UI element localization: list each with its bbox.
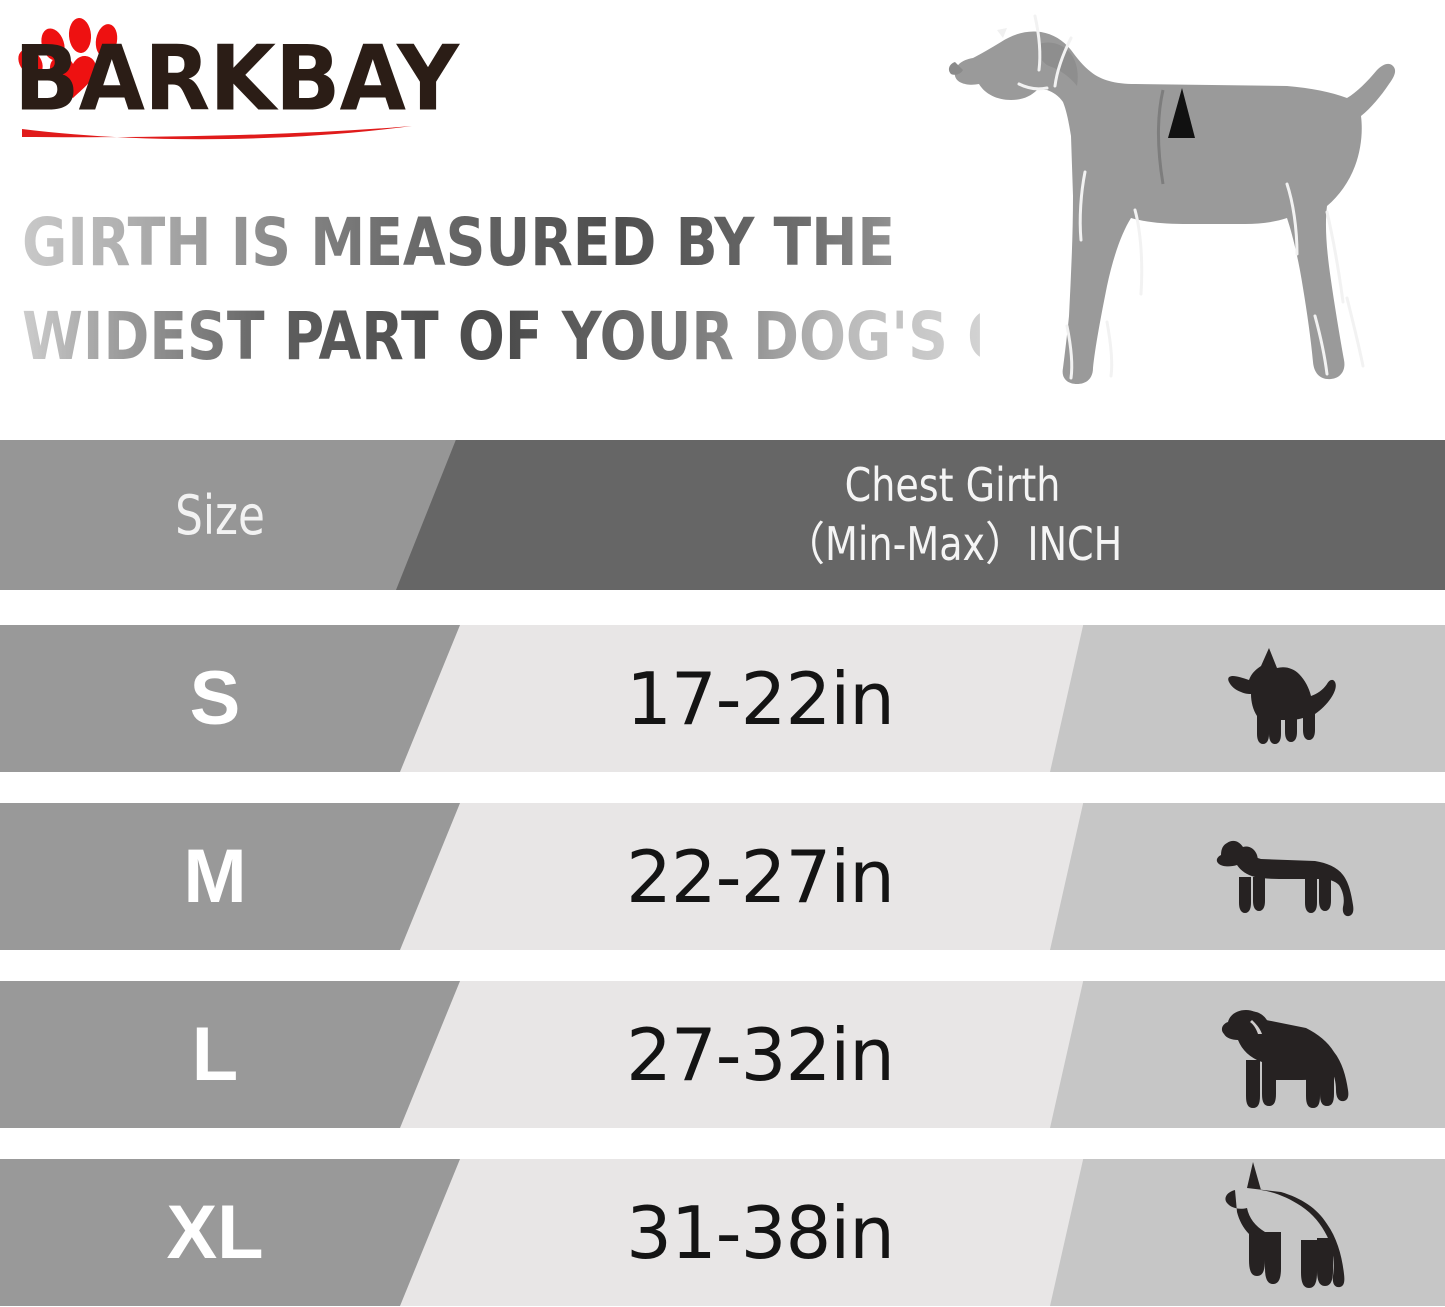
table-header-row: Size Chest Girth （Min-Max）INCH: [0, 440, 1445, 590]
page-headline: GIRTH IS MEASURED BY THE WIDEST PART OF …: [22, 196, 1181, 384]
row-size-label: L: [191, 1012, 239, 1097]
row-divider: [0, 772, 1445, 803]
column-header-size: Size: [175, 483, 265, 547]
table-row: L 27-32in: [0, 981, 1445, 1128]
headline-line-1: GIRTH IS MEASURED BY THE: [22, 196, 980, 290]
row-size-label: M: [183, 834, 247, 919]
row-girth-value: 22-27in: [626, 834, 895, 919]
row-size-label: S: [189, 656, 241, 741]
dachshund-silhouette-icon: [1140, 803, 1430, 950]
brand-logo: BARKBAY: [8, 6, 459, 151]
table-row: S 17-22in: [0, 625, 1445, 772]
header-girth-band: [396, 440, 1445, 590]
column-header-chest-girth: Chest Girth （Min-Max）INCH: [499, 440, 1405, 590]
column-header-girth-line2: （Min-Max）INCH: [782, 517, 1123, 571]
column-header-girth-line1: Chest Girth: [844, 458, 1061, 513]
row-dog-band: [1050, 1159, 1445, 1306]
brand-wordmark: BARKBAY: [14, 26, 459, 132]
table-row: XL 31-38in: [0, 1159, 1445, 1306]
paw-print-icon: [13, 10, 120, 96]
row-divider: [0, 950, 1445, 981]
row-girth-value: 27-32in: [626, 1012, 895, 1097]
row-size-label: XL: [166, 1190, 264, 1275]
row-divider: [0, 1128, 1445, 1159]
row-girth-value: 31-38in: [626, 1190, 895, 1275]
size-chart-table: Size Chest Girth （Min-Max）INCH S 17-22in…: [0, 440, 1445, 1306]
row-size-band: [0, 803, 470, 950]
chest-girth-arrow-marker: [1168, 88, 1195, 138]
row-size-band: [0, 981, 470, 1128]
row-girth-value: 17-22in: [626, 656, 895, 741]
header-size-band: [0, 440, 460, 590]
headline-line-2: WIDEST PART OF YOUR DOG'S CHEST.: [22, 290, 1181, 384]
row-divider: [0, 590, 1445, 625]
rottweiler-silhouette-icon: [1140, 981, 1430, 1128]
table-row: M 22-27in: [0, 803, 1445, 950]
row-size-band: [0, 625, 470, 772]
row-measure-band: [400, 625, 1090, 772]
row-size-band: [0, 1159, 470, 1306]
chihuahua-silhouette-icon: [1140, 625, 1430, 772]
row-measure-band: [400, 803, 1090, 950]
dog-side-view-illustration: [935, 0, 1445, 396]
row-measure-band: [400, 1159, 1090, 1306]
row-dog-band: [1050, 625, 1445, 772]
row-measure-band: [400, 981, 1090, 1128]
great-dane-silhouette-icon: [1140, 1159, 1430, 1306]
